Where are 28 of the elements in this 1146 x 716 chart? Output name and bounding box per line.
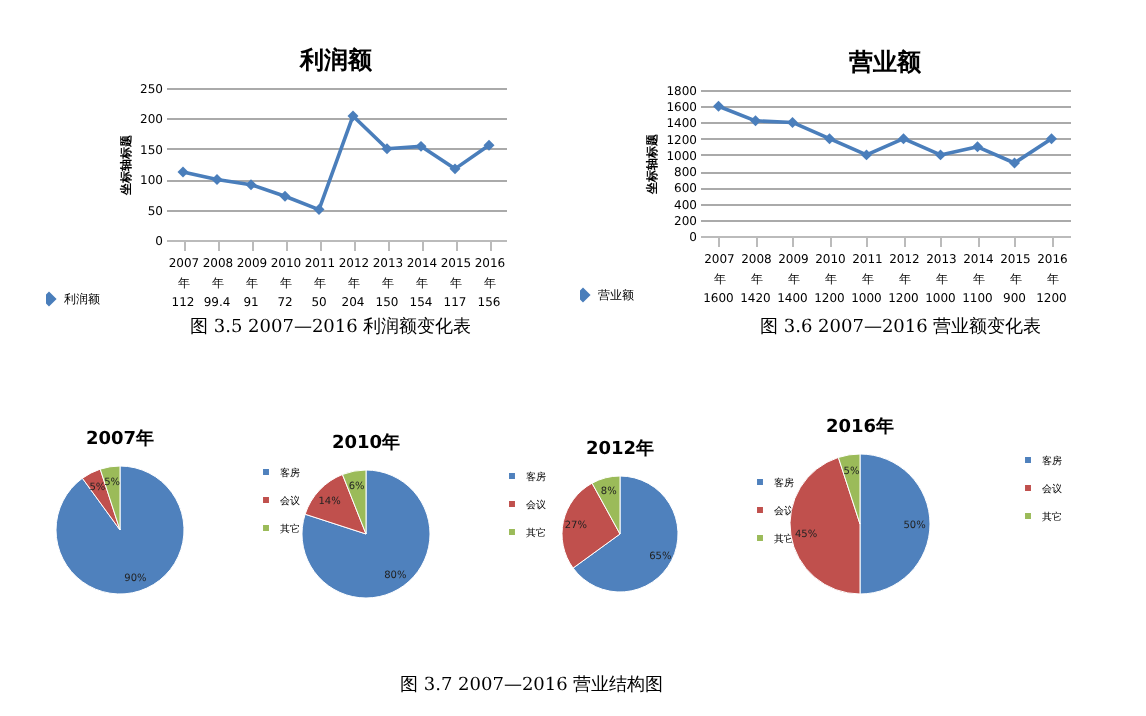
point xyxy=(177,166,189,178)
point xyxy=(279,190,291,202)
point xyxy=(898,133,909,145)
chart-title: 营业额 xyxy=(847,48,923,76)
caption: 图 3.6 2007—2016 营业额变化表 xyxy=(760,315,1042,340)
caption: 图 3.5 2007—2016 利润额变化表 xyxy=(190,315,472,340)
point xyxy=(347,110,359,122)
point xyxy=(972,141,983,153)
point xyxy=(211,174,223,186)
pie-slice xyxy=(55,465,185,595)
point xyxy=(449,163,461,175)
point xyxy=(935,149,946,161)
chart-title: 2012年 xyxy=(585,438,655,460)
chart-title: 2007年 xyxy=(85,428,155,450)
point xyxy=(713,100,724,112)
point xyxy=(1046,133,1057,145)
point xyxy=(787,116,798,128)
point xyxy=(245,179,257,191)
chart-title: 利润额 xyxy=(298,46,374,74)
point xyxy=(824,133,835,145)
pie-slice xyxy=(301,469,431,599)
chart-title: 2010年 xyxy=(331,432,401,454)
point xyxy=(861,149,872,161)
caption: 图 3.7 2007—2016 营业结构图 xyxy=(400,673,664,698)
point xyxy=(750,115,761,127)
point xyxy=(483,139,495,151)
chart-title: 2016年 xyxy=(825,416,895,438)
point xyxy=(313,204,325,216)
